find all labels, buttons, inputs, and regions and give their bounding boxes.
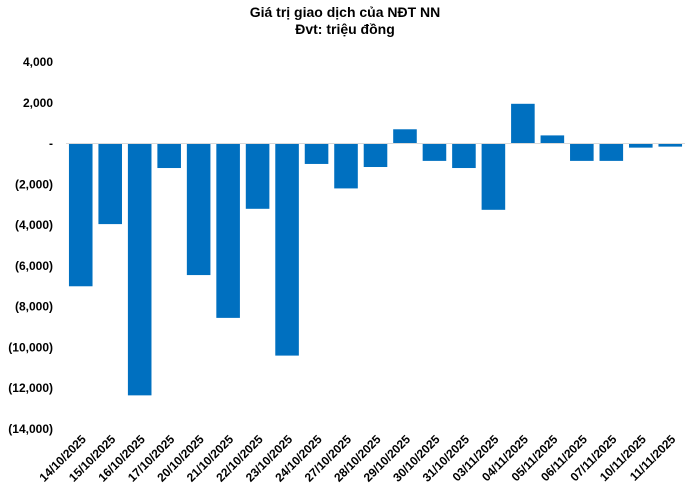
y-tick-label: (6,000): [15, 259, 53, 273]
bar: [422, 143, 447, 161]
y-tick-label: (10,000): [8, 340, 53, 354]
y-tick-label: 4,000: [23, 55, 53, 69]
y-tick-label: (2,000): [15, 177, 53, 191]
bar: [68, 143, 93, 287]
bar: [127, 143, 152, 396]
bar: [157, 143, 181, 169]
bar: [334, 143, 358, 189]
bar: [658, 143, 683, 147]
chart-subtitle: Đvt: triệu đồng: [295, 21, 395, 37]
chart-title: Giá trị giao dịch của NĐT NN: [249, 4, 441, 20]
bar: [452, 143, 476, 169]
bar: [216, 143, 240, 318]
y-tick-label: (4,000): [15, 218, 53, 232]
bar: [275, 143, 299, 356]
y-tick-label: (8,000): [15, 300, 53, 314]
y-tick-label: -: [49, 137, 53, 151]
bar: [511, 103, 535, 144]
bar: [481, 143, 506, 210]
y-tick-label: (12,000): [8, 381, 53, 395]
bar: [540, 135, 565, 144]
y-tick-label: 2,000: [23, 96, 53, 110]
bar: [186, 143, 211, 276]
bar: [98, 143, 122, 225]
bar: [245, 143, 270, 209]
bar: [304, 143, 329, 164]
bar: [629, 143, 653, 148]
bar: [393, 129, 417, 144]
bar: [599, 143, 624, 161]
bar: [570, 143, 594, 161]
bar: [363, 143, 388, 168]
y-tick-label: (14,000): [8, 422, 53, 436]
